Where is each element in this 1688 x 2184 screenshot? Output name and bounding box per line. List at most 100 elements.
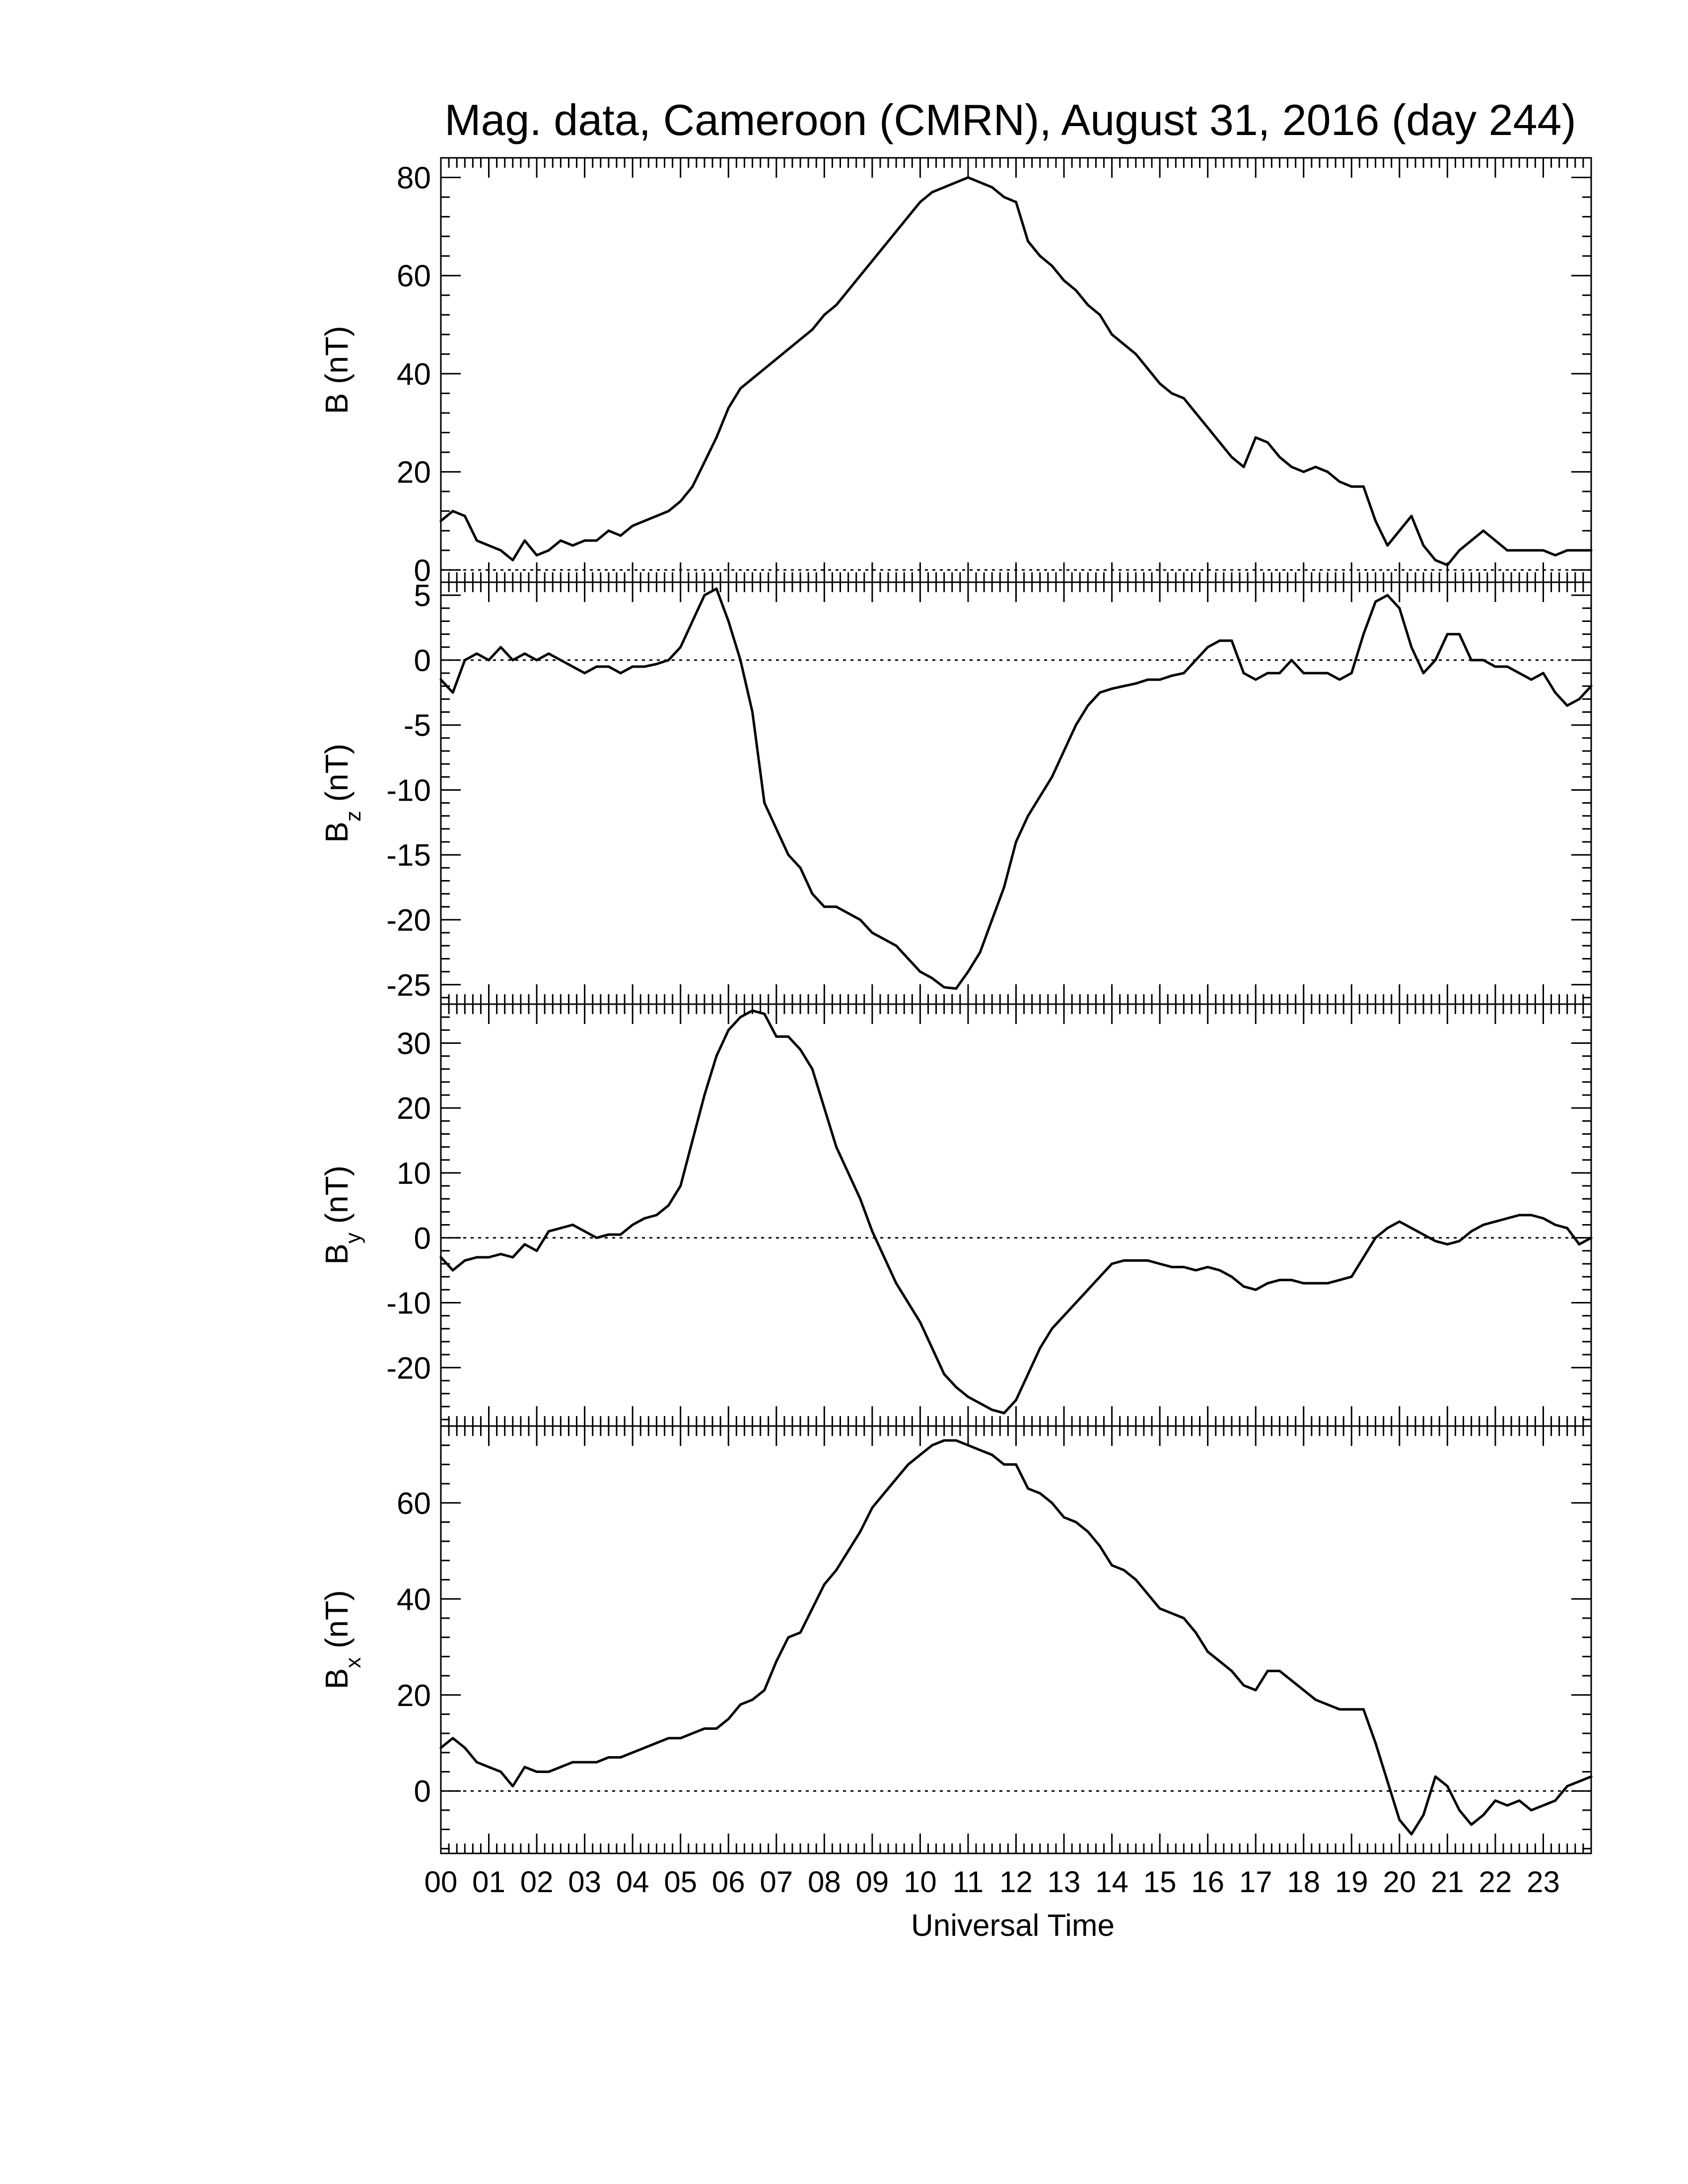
data-point xyxy=(967,1395,970,1398)
data-point xyxy=(823,1106,826,1109)
data-point xyxy=(1098,313,1101,316)
data-point xyxy=(918,1321,921,1324)
data-point xyxy=(1578,1243,1581,1246)
data-point xyxy=(607,529,610,532)
data-point xyxy=(811,328,814,331)
data-point xyxy=(835,905,838,908)
data-point xyxy=(1278,1669,1281,1672)
data-point xyxy=(1398,1220,1401,1223)
y-axis-label-space xyxy=(319,1224,354,1232)
data-point xyxy=(667,1204,670,1207)
data-point xyxy=(1362,1708,1365,1711)
data-point xyxy=(619,534,622,537)
data-point xyxy=(655,1214,658,1217)
data-point xyxy=(1494,665,1497,668)
data-point xyxy=(691,1732,694,1735)
data-point xyxy=(1062,750,1065,752)
data-point xyxy=(583,1230,586,1233)
data-point xyxy=(1530,678,1533,681)
data-point xyxy=(1554,1224,1557,1227)
x-tick-label: 03 xyxy=(568,1865,601,1899)
data-point xyxy=(451,1269,454,1272)
data-point xyxy=(583,539,586,542)
data-point xyxy=(1410,515,1413,518)
data-point xyxy=(811,892,814,895)
data-point xyxy=(727,1717,730,1720)
data-point xyxy=(1230,639,1233,642)
x-tick-label: 16 xyxy=(1191,1865,1224,1899)
data-point xyxy=(847,1171,850,1174)
data-point xyxy=(763,1689,766,1692)
data-point xyxy=(1134,352,1137,355)
data-point xyxy=(1242,672,1245,675)
data-point xyxy=(1446,563,1449,566)
data-point xyxy=(1242,466,1245,469)
data-point xyxy=(1074,289,1077,292)
y-tick-label: -20 xyxy=(386,903,431,938)
data-point xyxy=(1002,886,1005,889)
data-point xyxy=(751,377,754,380)
data-point xyxy=(1170,674,1173,677)
data-point xyxy=(1086,1530,1089,1533)
data-point xyxy=(979,181,982,184)
x-tick-label: 12 xyxy=(999,1865,1033,1899)
data-point xyxy=(931,977,934,980)
data-point xyxy=(643,519,646,522)
data-point xyxy=(1422,1233,1425,1236)
data-point xyxy=(1134,1578,1137,1581)
data-point xyxy=(1098,691,1101,694)
data-point xyxy=(1338,678,1341,681)
data-point xyxy=(439,1256,442,1259)
data-point xyxy=(571,1224,574,1227)
data-point xyxy=(1518,1214,1521,1217)
data-point xyxy=(1386,544,1389,547)
data-point xyxy=(1230,1669,1233,1672)
data-point xyxy=(703,594,706,597)
y-tick-label: 40 xyxy=(397,357,431,392)
data-point xyxy=(571,665,574,668)
data-point xyxy=(943,1439,946,1442)
data-point xyxy=(643,665,646,668)
y-axis-label-space xyxy=(319,802,354,811)
data-point xyxy=(1542,1217,1545,1220)
data-point xyxy=(451,510,454,513)
data-point xyxy=(1218,441,1221,444)
data-point xyxy=(1278,456,1281,459)
y-tick-label: 0 xyxy=(414,1222,431,1256)
data-point xyxy=(979,951,982,954)
y-axis-label-main: B xyxy=(319,393,354,414)
data-point xyxy=(1518,1799,1521,1802)
data-point xyxy=(1566,549,1569,552)
data-point xyxy=(1146,1259,1149,1262)
data-point xyxy=(1314,672,1317,675)
data-point xyxy=(763,802,766,805)
data-point xyxy=(859,918,862,921)
data-point xyxy=(1446,1785,1449,1788)
data-point xyxy=(1314,466,1317,469)
data-point xyxy=(1530,1809,1533,1812)
data-point xyxy=(1446,633,1449,636)
data-point xyxy=(667,659,670,662)
data-point xyxy=(1434,659,1437,662)
data-point xyxy=(871,260,874,263)
data-point xyxy=(1051,1327,1054,1330)
data-point xyxy=(1350,1275,1353,1278)
data-point xyxy=(1242,1285,1245,1288)
data-point xyxy=(1326,1703,1329,1706)
data-point xyxy=(535,1249,538,1252)
data-point xyxy=(1398,1818,1401,1821)
data-point xyxy=(1182,1617,1185,1620)
data-point xyxy=(499,646,502,649)
data-point xyxy=(1254,436,1257,439)
data-point xyxy=(1314,1282,1317,1285)
data-point xyxy=(1326,1282,1329,1285)
data-point xyxy=(895,1282,898,1285)
data-point xyxy=(1434,1239,1437,1242)
data-point xyxy=(703,1093,706,1096)
data-point xyxy=(1422,1814,1425,1817)
data-point xyxy=(1566,1227,1569,1229)
data-point xyxy=(1254,1288,1257,1291)
data-point xyxy=(1242,1684,1245,1687)
data-point xyxy=(967,176,970,179)
